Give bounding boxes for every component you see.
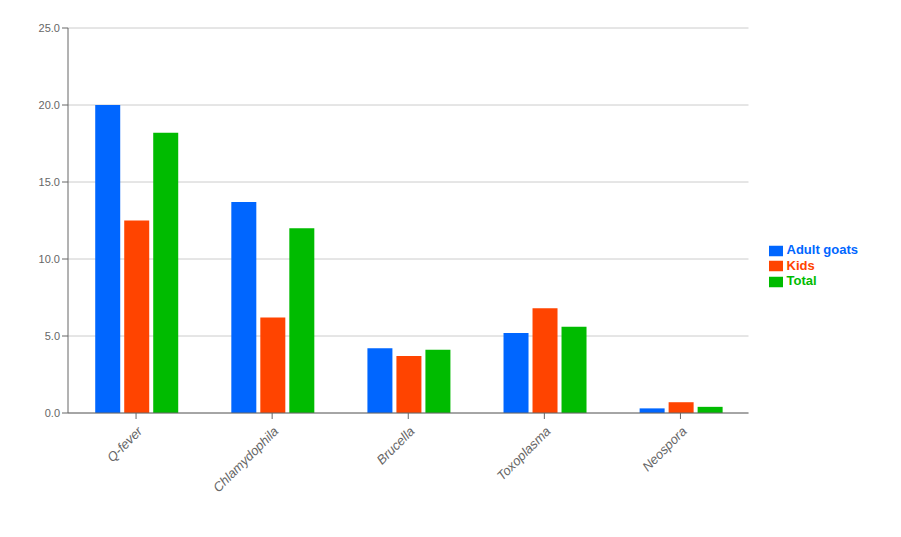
html-text:Total: Total	[786, 273, 817, 289]
svg-text:0.0: 0.0	[45, 407, 60, 419]
html-text:Adult goats: Adult goats	[786, 242, 858, 258]
svg-text:25.0: 25.0	[39, 22, 60, 34]
html-text:Kids: Kids	[786, 257, 815, 273]
svg-text:Chlamydophila: Chlamydophila	[210, 424, 281, 495]
svg-text:Neospora: Neospora	[639, 424, 689, 474]
svg-text:15.0: 15.0	[39, 176, 60, 188]
svg-text:Brucella: Brucella	[374, 424, 418, 468]
svg-text:20.0: 20.0	[39, 99, 60, 111]
svg-text:Toxoplasma: Toxoplasma	[494, 424, 554, 484]
svg-text:Q-fever: Q-fever	[104, 423, 146, 465]
svg-text:10.0: 10.0	[39, 253, 60, 265]
svg-text:5.0: 5.0	[45, 330, 60, 342]
